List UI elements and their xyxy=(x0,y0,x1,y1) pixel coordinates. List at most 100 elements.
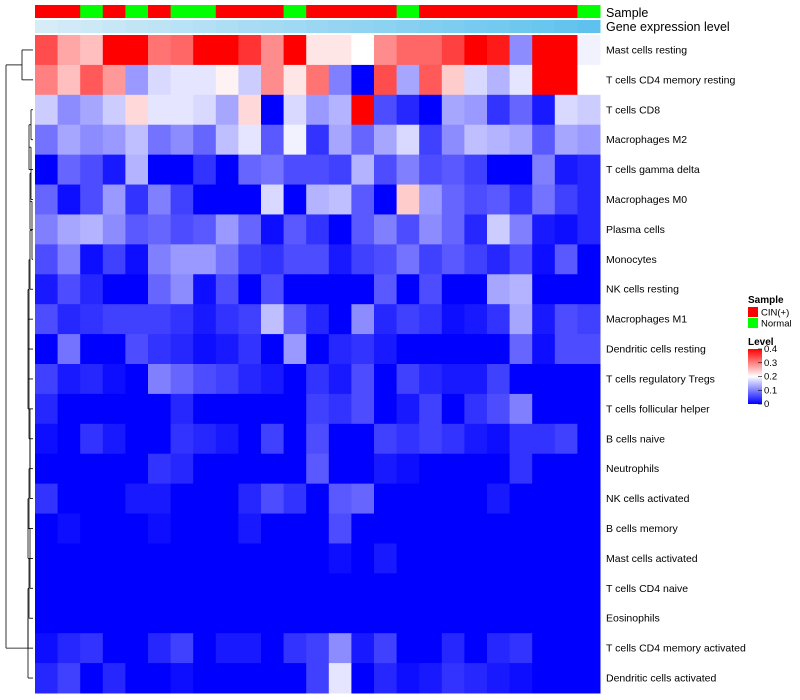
heatmap-cell xyxy=(509,274,533,305)
heatmap-cell xyxy=(102,633,126,664)
sample-annotation-cell xyxy=(532,5,556,18)
heatmap-cell xyxy=(283,633,307,664)
heatmap-cell xyxy=(328,274,352,305)
heatmap-cell xyxy=(464,423,488,455)
heatmap-cell xyxy=(464,124,488,156)
heatmap-cell xyxy=(125,94,149,126)
heatmap-cell xyxy=(441,214,465,245)
heatmap-cell xyxy=(396,453,420,485)
heatmap-cell xyxy=(170,334,194,365)
heatmap-cell xyxy=(464,35,488,66)
heatmap-cell xyxy=(102,214,126,245)
heatmap-cell xyxy=(80,244,104,275)
heatmap-cell xyxy=(419,244,443,275)
sample-annotation-cell xyxy=(261,5,285,18)
heatmap-cell xyxy=(306,573,330,604)
heatmap-cell xyxy=(509,364,533,395)
heatmap-cell xyxy=(148,154,172,186)
heatmap-cell xyxy=(80,64,104,96)
heatmap-cell xyxy=(57,423,81,455)
heatmap-cell xyxy=(193,334,217,365)
legend-swatch xyxy=(748,318,758,328)
heatmap-cell xyxy=(215,274,239,305)
heatmap-cell xyxy=(396,124,420,156)
expression-annotation-cell xyxy=(554,20,578,33)
heatmap-cell xyxy=(215,334,239,365)
heatmap-cell xyxy=(396,184,420,215)
heatmap-cell xyxy=(125,393,149,425)
heatmap-cell xyxy=(328,513,352,544)
heatmap-cell xyxy=(487,603,511,634)
heatmap-cell xyxy=(577,154,601,186)
heatmap-cell xyxy=(238,274,262,305)
heatmap-cell xyxy=(487,304,511,335)
heatmap-cell xyxy=(57,513,81,544)
heatmap-cell xyxy=(215,304,239,335)
heatmap-cell xyxy=(283,663,307,694)
row-label: B cells memory xyxy=(606,523,679,535)
annotation-label-expression: Gene expression level xyxy=(606,20,730,34)
heatmap-cell xyxy=(577,393,601,425)
heatmap-cell xyxy=(487,154,511,186)
sample-annotation-cell xyxy=(238,5,262,18)
heatmap-cell xyxy=(261,244,285,275)
heatmap-cell xyxy=(102,64,126,96)
heatmap-cell xyxy=(283,334,307,365)
heatmap-cell xyxy=(577,64,601,96)
heatmap-cell xyxy=(102,184,126,215)
heatmap-cell xyxy=(509,423,533,455)
heatmap-cell xyxy=(215,94,239,126)
heatmap-cell xyxy=(193,64,217,96)
legend-tick-label: 0.4 xyxy=(764,344,777,355)
row-labels: Mast cells resting T cells CD4 memory res… xyxy=(606,44,746,684)
heatmap-cell xyxy=(441,483,465,515)
row-label: Macrophages M2 xyxy=(606,134,687,146)
heatmap-cell xyxy=(577,483,601,515)
heatmap-cell xyxy=(57,334,81,365)
heatmap-cell xyxy=(374,334,398,365)
heatmap-cell xyxy=(509,543,533,574)
legend-item-label: CIN(+) xyxy=(761,308,789,319)
heatmap-cell xyxy=(35,543,59,574)
heatmap-cell xyxy=(328,483,352,515)
heatmap-cell xyxy=(351,304,375,335)
heatmap-cell xyxy=(35,513,59,544)
heatmap-cell xyxy=(125,334,149,365)
heatmap-cell xyxy=(351,214,375,245)
heatmap-cell xyxy=(532,364,556,395)
heatmap-cell xyxy=(374,633,398,664)
row-label: T cells CD4 memory activated xyxy=(606,643,746,655)
heatmap-cell xyxy=(396,154,420,186)
sample-annotation-cell xyxy=(328,5,352,18)
heatmap-cell xyxy=(532,543,556,574)
heatmap-cell xyxy=(464,633,488,664)
heatmap-cell xyxy=(487,513,511,544)
heatmap-cell xyxy=(102,124,126,156)
heatmap-cell xyxy=(441,603,465,634)
heatmap-cell xyxy=(35,423,59,455)
heatmap-cell xyxy=(396,214,420,245)
row-label: T cells CD8 xyxy=(606,104,660,116)
sample-annotation-cell xyxy=(374,5,398,18)
heatmap-cell xyxy=(283,94,307,126)
heatmap-grid xyxy=(35,35,601,694)
heatmap-cell xyxy=(170,35,194,66)
heatmap-cell xyxy=(487,364,511,395)
heatmap-cell xyxy=(487,393,511,425)
sample-annotation-cell xyxy=(396,5,420,18)
heatmap-cell xyxy=(193,543,217,574)
heatmap-cell xyxy=(554,304,578,335)
heatmap-cell xyxy=(261,423,285,455)
expression-annotation-cell xyxy=(283,20,307,33)
sample-annotation-cell xyxy=(148,5,172,18)
heatmap-cell xyxy=(577,573,601,604)
heatmap-cell xyxy=(554,184,578,215)
heatmap-cell xyxy=(170,124,194,156)
heatmap-cell xyxy=(306,304,330,335)
heatmap-cell xyxy=(238,214,262,245)
heatmap-cell xyxy=(554,214,578,245)
legend-tick-label: 0.3 xyxy=(764,358,777,369)
heatmap-cell xyxy=(464,304,488,335)
legend-item-label: Normal xyxy=(761,319,792,330)
